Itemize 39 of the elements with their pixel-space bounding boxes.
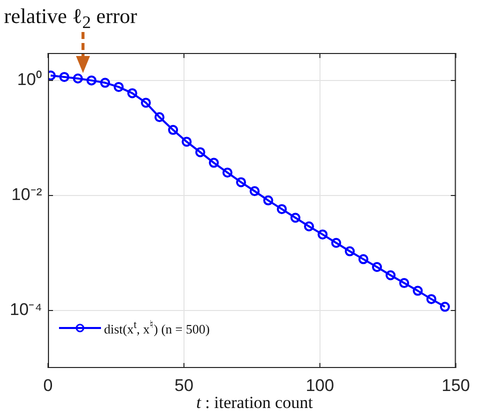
- point: [331, 238, 342, 248]
- x-axis-title: t : iteration count: [195, 393, 314, 413]
- point: [399, 278, 410, 288]
- point: [372, 262, 382, 272]
- point: [304, 221, 314, 232]
- x-tick-label: 150: [442, 376, 470, 395]
- point: [72, 74, 83, 84]
- x-tick-label: 100: [306, 376, 334, 395]
- point: [386, 270, 396, 280]
- point: [263, 195, 274, 206]
- point: [127, 88, 138, 98]
- point: [59, 72, 70, 82]
- y-tick-label: 10⁻⁴: [10, 300, 42, 320]
- x-tick-label: 0: [43, 376, 53, 395]
- point: [358, 254, 368, 264]
- point: [344, 246, 355, 256]
- chart-title: relative ℓ$_{2}$ error: [4, 4, 138, 34]
- point: [290, 212, 300, 223]
- point: [250, 186, 260, 196]
- x-tick-label: 50: [174, 376, 194, 395]
- point: [236, 177, 246, 188]
- point: [318, 229, 328, 240]
- point: [426, 294, 436, 304]
- point: [182, 136, 192, 147]
- y-tick-label: 10⁰: [17, 70, 42, 90]
- point: [222, 168, 232, 178]
- point: [114, 82, 124, 92]
- point: [100, 78, 110, 88]
- legend-label: dist(x$^{t}$, x$^{♮}$) (n = 500): [104, 318, 210, 338]
- point: [276, 204, 287, 214]
- point: [440, 302, 450, 312]
- point: [86, 75, 96, 86]
- point: [412, 286, 423, 296]
- point: [208, 158, 219, 168]
- point: [140, 98, 151, 108]
- point: [168, 124, 178, 135]
- point: [154, 112, 164, 122]
- y-tick-label: 10⁻²: [11, 185, 42, 204]
- point: [195, 147, 206, 158]
